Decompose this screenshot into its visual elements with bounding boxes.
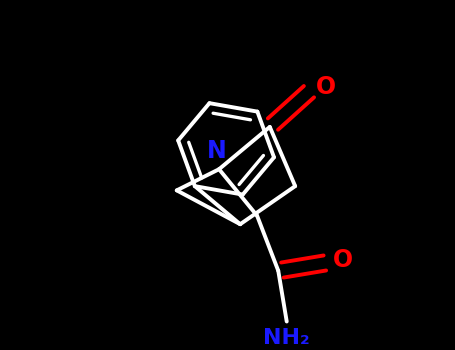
Text: O: O [333,248,354,272]
Text: NH₂: NH₂ [263,328,310,348]
Text: O: O [316,75,336,99]
Text: N: N [207,139,227,163]
